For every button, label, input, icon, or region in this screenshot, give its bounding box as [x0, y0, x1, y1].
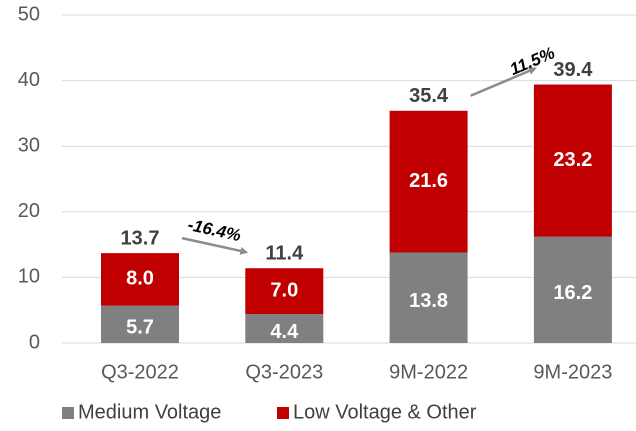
legend-label: Medium Voltage — [78, 401, 221, 423]
bar-segment — [101, 305, 179, 343]
x-tick-label: 9M-2023 — [533, 361, 612, 383]
y-tick-label: 40 — [18, 69, 40, 91]
bar-segment — [533, 84, 612, 237]
legend-swatch — [62, 407, 74, 419]
bar-segment — [533, 236, 612, 343]
bar-segment — [245, 314, 324, 343]
y-tick-label: 0 — [29, 331, 40, 353]
growth-label: 11.5% — [507, 43, 558, 79]
y-tick-label: 50 — [18, 3, 40, 25]
bar-segment — [389, 252, 468, 343]
value-label: 7.0 — [270, 279, 298, 301]
bar-segment — [389, 110, 468, 253]
bar-segment — [245, 268, 324, 315]
legend-label: Low Voltage & Other — [293, 401, 477, 423]
y-tick-label: 10 — [18, 266, 40, 288]
x-tick-label: Q3-2023 — [245, 361, 323, 383]
value-label: 4.4 — [270, 321, 299, 343]
value-label: 23.2 — [553, 149, 592, 171]
value-label: 21.6 — [409, 170, 448, 192]
total-label: 35.4 — [409, 85, 449, 107]
growth-arrow — [470, 67, 537, 97]
x-tick-label: Q3-2022 — [101, 361, 179, 383]
total-label: 39.4 — [553, 59, 593, 81]
y-tick-label: 20 — [18, 200, 40, 222]
bar-segment — [101, 253, 179, 306]
y-tick-label: 30 — [18, 134, 40, 156]
value-label: 5.7 — [126, 317, 154, 339]
growth-arrow — [181, 236, 249, 255]
value-label: 13.8 — [409, 290, 448, 312]
total-label: 13.7 — [121, 227, 160, 249]
x-tick-label: 9M-2022 — [389, 361, 468, 383]
legend-swatch — [277, 407, 289, 419]
value-label: 8.0 — [126, 268, 154, 290]
value-label: 16.2 — [553, 282, 592, 304]
total-label: 11.4 — [265, 242, 304, 264]
